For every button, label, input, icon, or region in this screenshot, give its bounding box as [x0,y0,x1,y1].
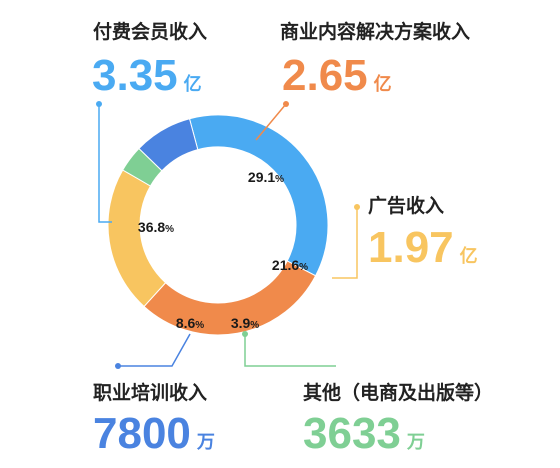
label-advertising: 广告收入 [368,194,444,217]
pct-label-advertising: 21.6% [272,257,308,273]
connector-business-content-dot [283,101,289,107]
connector-lines [96,101,360,369]
segment-paid-membership [188,114,329,277]
amount-advertising: 1.97 亿 [368,223,478,272]
amount-vocational-training: 7800 万 [93,409,215,458]
label-business-content: 商业内容解决方案收入 [280,20,470,43]
pct-label-business-content: 29.1% [248,169,284,185]
segment-vocational-training [138,118,199,172]
amount-paid-membership: 3.35 亿 [92,51,202,100]
connector-vocational-training-dot [115,363,121,369]
connector-paid-membership-dot [96,101,102,107]
donut-segments [107,114,329,336]
connector-other [244,334,336,367]
amount-business-content: 2.65 亿 [282,51,392,100]
connector-business-content [255,103,287,141]
pct-label-vocational-training: 8.6% [176,315,204,331]
connector-paid-membership [98,104,112,223]
connector-other-dot [242,331,248,337]
label-other: 其他（电商及出版等） [303,381,493,404]
segment-advertising [107,169,167,308]
connector-advertising-dot [354,204,360,210]
amount-other: 3633 万 [303,409,425,458]
pct-label-other: 3.9% [231,315,259,331]
connector-advertising [332,207,358,279]
label-paid-membership: 付费会员收入 [93,20,207,43]
label-vocational-training: 职业培训收入 [93,381,207,404]
connector-vocational-training [118,333,191,367]
pct-label-paid-membership: 36.8% [138,219,174,235]
